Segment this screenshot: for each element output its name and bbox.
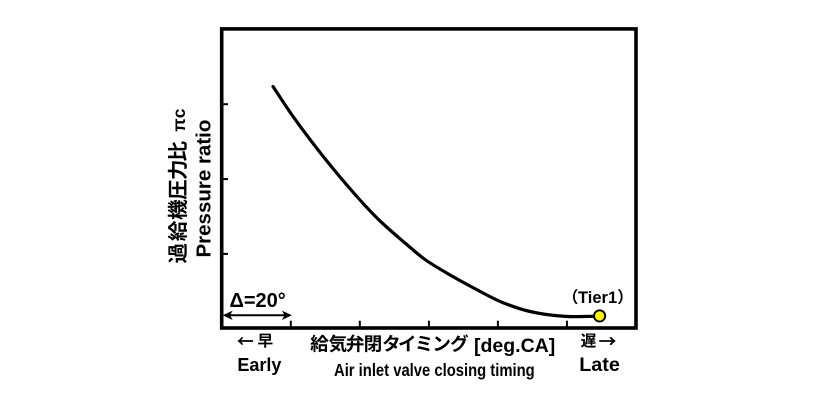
svg-text:[deg.CA]: [deg.CA] <box>474 335 555 357</box>
svg-text:Late: Late <box>579 354 620 376</box>
svg-text:Air inlet valve closing timing: Air inlet valve closing timing <box>334 361 535 381</box>
svg-text:Pressure ratio: Pressure ratio <box>193 120 216 258</box>
svg-text:Δ=20°: Δ=20° <box>230 290 286 312</box>
svg-text:Early: Early <box>237 355 281 375</box>
svg-text:πc: πc <box>169 108 189 131</box>
svg-text:Tier1: Tier1 <box>578 289 617 307</box>
